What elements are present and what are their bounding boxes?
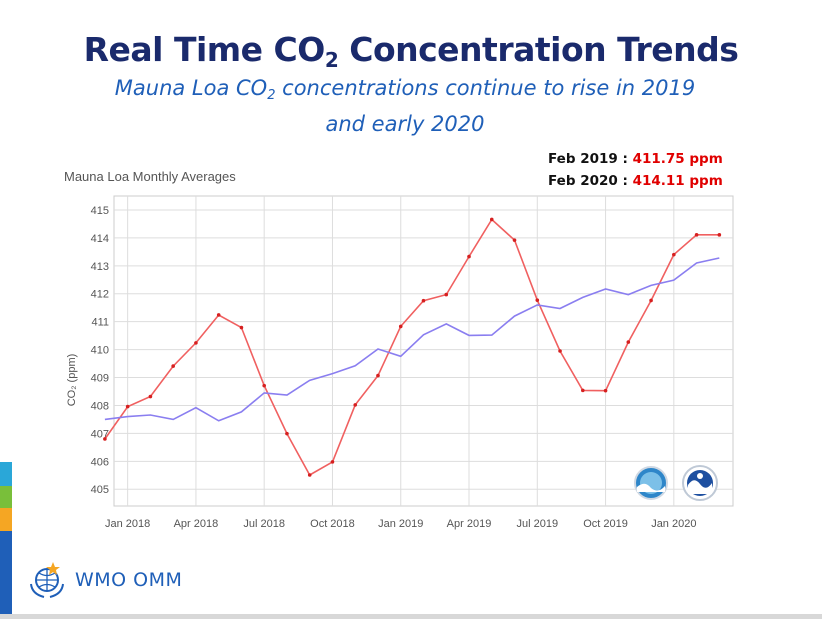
plot-area — [113, 195, 734, 507]
monthly-point — [535, 298, 540, 302]
title-tail: Concentration Trends — [338, 30, 739, 69]
chart-series — [103, 217, 722, 477]
stat-value: 411.75 ppm — [632, 151, 723, 167]
stat-value: 414.11 ppm — [632, 173, 723, 189]
monthly-point — [398, 324, 403, 329]
monthly-point — [558, 349, 562, 353]
wmo-logo: WMO OMM — [27, 559, 182, 601]
y-tick-label: 409 — [91, 373, 109, 385]
y-tick-label: 415 — [91, 205, 109, 217]
y-tick-label: 411 — [91, 317, 109, 329]
monthly-point — [694, 233, 699, 237]
monthly-point — [717, 233, 722, 237]
monthly-point — [171, 364, 175, 368]
chart-title: Mauna Loa Monthly Averages — [64, 169, 236, 184]
monthly-point — [376, 373, 380, 378]
noaa-globe-icon — [634, 466, 668, 500]
bottom-divider — [0, 614, 822, 619]
stat-label: Feb 2019 : — [548, 151, 633, 167]
left-accent-bar-green — [0, 486, 12, 508]
x-tick-label: Apr 2018 — [174, 518, 219, 530]
slide-subtitle: Mauna Loa CO2 concentrations continue to… — [80, 74, 730, 139]
x-tick-label: Jan 2020 — [651, 518, 696, 530]
monthly-mean-line — [104, 218, 720, 477]
monthly-point — [626, 340, 631, 344]
y-tick-label: 414 — [91, 233, 109, 245]
x-tick-label: Jan 2018 — [105, 518, 150, 530]
noaa-bird-icon — [682, 465, 718, 501]
title-subscript: 2 — [324, 48, 339, 72]
title-text: Real Time CO — [83, 30, 326, 69]
monthly-point — [194, 341, 198, 345]
wmo-emblem-icon — [30, 562, 64, 598]
x-tick-label: Jan 2019 — [378, 518, 423, 530]
x-tick-labels: Jan 2018 Apr 2018 Jul 2018 Oct 2018 Jan 2019… — [105, 518, 696, 530]
monthly-point — [512, 238, 517, 242]
stat-label: Feb 2020 : — [548, 173, 633, 189]
monthly-point — [603, 388, 608, 393]
x-tick-label: Oct 2018 — [310, 518, 355, 530]
x-tick-label: Apr 2019 — [447, 518, 492, 530]
monthly-point — [262, 383, 266, 388]
y-tick-label: 410 — [91, 345, 109, 357]
left-accent-bar-cyan — [0, 462, 12, 486]
monthly-point — [489, 217, 494, 222]
monthly-point — [103, 437, 107, 441]
y-tick-label: 408 — [91, 400, 109, 412]
y-tick-label: 413 — [91, 261, 109, 273]
chart-grid — [113, 195, 734, 507]
monthly-point — [467, 254, 471, 259]
subtitle-text-a: Mauna Loa CO — [114, 76, 268, 100]
left-accent-bar-orange — [0, 508, 12, 531]
slide-title: Real Time CO2 Concentration Trends — [0, 30, 822, 72]
subtitle-text-c: and early 2020 — [325, 112, 485, 136]
y-axis-label: CO₂ (ppm) — [66, 354, 78, 407]
org-name: WMO OMM — [75, 569, 183, 591]
x-tick-label: Jul 2018 — [243, 518, 285, 530]
y-tick-label: 406 — [91, 456, 109, 468]
monthly-point — [307, 473, 312, 477]
monthly-point — [285, 431, 289, 436]
left-accent-bar-blue — [0, 531, 12, 614]
x-tick-label: Oct 2019 — [583, 518, 628, 530]
monthly-point — [148, 394, 153, 399]
monthly-point — [125, 404, 130, 409]
monthly-point — [421, 298, 426, 303]
monthly-point — [649, 298, 653, 303]
monthly-point — [581, 388, 585, 393]
stat-feb-2020: Feb 2020 : 414.11 ppm — [548, 170, 723, 192]
x-tick-label: Jul 2019 — [516, 518, 558, 530]
monthly-point — [239, 325, 244, 330]
trend-line — [104, 257, 720, 422]
stat-feb-2019: Feb 2019 : 411.75 ppm — [548, 148, 723, 170]
y-tick-label: 412 — [91, 289, 109, 301]
subtitle-subscript: 2 — [267, 88, 276, 103]
subtitle-text-b: concentrations continue to rise in 2019 — [275, 76, 696, 100]
stats-box: Feb 2019 : 411.75 ppm Feb 2020 : 414.11 … — [548, 148, 723, 192]
monthly-point — [672, 252, 676, 257]
monthly-point — [216, 313, 221, 317]
y-tick-label: 405 — [91, 484, 109, 496]
monthly-point — [444, 292, 449, 297]
monthly-point — [330, 460, 335, 464]
monthly-point — [353, 403, 358, 407]
